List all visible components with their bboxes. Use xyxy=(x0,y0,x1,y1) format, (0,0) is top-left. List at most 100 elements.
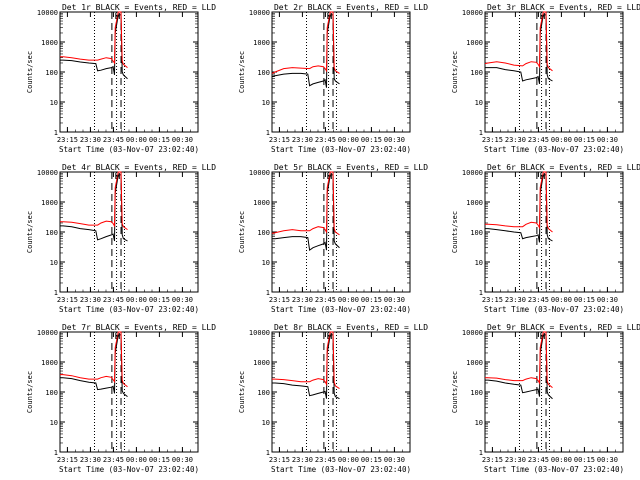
events-series-line xyxy=(60,14,128,80)
x-tick-label: 23:15 xyxy=(482,456,503,464)
y-tick-label: 1000 xyxy=(253,359,270,367)
plot-title: Det 9r BLACK = Events, RED = LLD xyxy=(487,323,640,332)
x-tick-label: 23:45 xyxy=(315,296,336,304)
plot-frame xyxy=(271,331,411,453)
y-tick-label: 10 xyxy=(50,419,58,427)
x-tick-label: 23:30 xyxy=(292,296,313,304)
plot-title: Det 8r BLACK = Events, RED = LLD xyxy=(274,323,428,332)
events-series-line xyxy=(485,174,553,243)
events-series-line xyxy=(60,334,128,397)
x-tick-label: 00:00 xyxy=(551,456,572,464)
y-tick-label: 10000 xyxy=(37,329,58,337)
plot-panel: Det 6r BLACK = Events, RED = LLD 1 10 100 10… xyxy=(451,163,640,314)
y-tick-label: 10000 xyxy=(37,169,58,177)
x-tick-label: 00:00 xyxy=(126,136,147,144)
x-tick-label: 23:45 xyxy=(528,296,549,304)
plot-panel: Det 4r BLACK = Events, RED = LLD 1 10 100 10… xyxy=(26,163,216,314)
x-tick-label: 23:45 xyxy=(103,296,124,304)
plot-title: Det 3r BLACK = Events, RED = LLD xyxy=(487,3,640,12)
y-axis-label: Counts/sec xyxy=(451,371,459,413)
plot-panel: Det 2r BLACK = Events, RED = LLD 1 10 100 10… xyxy=(238,3,428,154)
y-tick-label: 10 xyxy=(50,259,58,267)
x-tick-label: 00:15 xyxy=(574,456,595,464)
y-tick-label: 1000 xyxy=(466,39,483,47)
x-tick-label: 00:15 xyxy=(361,456,382,464)
x-tick-label: 23:15 xyxy=(269,456,290,464)
events-series-line xyxy=(485,334,553,400)
y-tick-label: 100 xyxy=(45,69,58,77)
x-tick-label: 00:15 xyxy=(361,136,382,144)
x-tick-label: 00:30 xyxy=(172,296,193,304)
y-tick-label: 10000 xyxy=(462,169,483,177)
y-tick-label: 1 xyxy=(479,449,483,457)
x-tick-label: 23:15 xyxy=(482,296,503,304)
x-tick-label: 00:30 xyxy=(384,296,405,304)
y-tick-label: 1000 xyxy=(253,39,270,47)
plot-title: Det 1r BLACK = Events, RED = LLD xyxy=(62,3,216,12)
x-tick-label: 23:30 xyxy=(505,136,526,144)
plot-frame xyxy=(59,11,199,133)
x-tick-label: 23:15 xyxy=(57,136,78,144)
y-tick-label: 10 xyxy=(262,419,270,427)
y-axis-label: Counts/sec xyxy=(238,211,246,253)
x-tick-label: 00:15 xyxy=(149,296,170,304)
x-tick-label: 00:00 xyxy=(126,456,147,464)
y-tick-label: 1000 xyxy=(41,359,58,367)
y-tick-label: 10000 xyxy=(249,9,270,17)
y-tick-label: 1 xyxy=(266,449,270,457)
plot-frame xyxy=(484,331,624,453)
plot-panel: Det 9r BLACK = Events, RED = LLD 1 10 100 10… xyxy=(451,323,640,474)
x-tick-label: 23:30 xyxy=(292,456,313,464)
x-axis-label: Start Time (03-Nov-07 23:02:40) xyxy=(59,305,199,314)
x-tick-label: 23:30 xyxy=(80,136,101,144)
y-tick-label: 10000 xyxy=(249,169,270,177)
y-axis-label: Counts/sec xyxy=(26,371,34,413)
lld-series-line xyxy=(60,11,128,68)
y-tick-label: 100 xyxy=(257,229,270,237)
plot-panel: Det 7r BLACK = Events, RED = LLD 1 10 100 10… xyxy=(26,323,216,474)
x-axis-label: Start Time (03-Nov-07 23:02:40) xyxy=(59,465,199,474)
lld-series-line xyxy=(60,331,128,388)
y-tick-label: 10 xyxy=(262,259,270,267)
plot-frame xyxy=(484,11,624,133)
lld-series-line xyxy=(60,171,128,231)
y-tick-label: 100 xyxy=(470,69,483,77)
y-axis-label: Counts/sec xyxy=(451,51,459,93)
x-tick-label: 00:00 xyxy=(551,296,572,304)
x-axis-label: Start Time (03-Nov-07 23:02:40) xyxy=(59,145,199,154)
y-tick-label: 1000 xyxy=(41,39,58,47)
plot-panel: Det 8r BLACK = Events, RED = LLD 1 10 100 10… xyxy=(238,323,428,474)
x-tick-label: 00:00 xyxy=(338,136,359,144)
x-tick-label: 00:15 xyxy=(149,456,170,464)
plot-panel: Det 3r BLACK = Events, RED = LLD 1 10 100 10… xyxy=(451,3,640,154)
x-axis-label: Start Time (03-Nov-07 23:02:40) xyxy=(271,145,411,154)
x-tick-label: 23:15 xyxy=(269,136,290,144)
y-tick-label: 100 xyxy=(470,389,483,397)
x-axis-label: Start Time (03-Nov-07 23:02:40) xyxy=(484,145,624,154)
y-tick-label: 10 xyxy=(475,99,483,107)
x-tick-label: 00:30 xyxy=(597,456,618,464)
x-tick-label: 00:00 xyxy=(551,136,572,144)
x-tick-label: 23:15 xyxy=(57,296,78,304)
y-tick-label: 1 xyxy=(479,289,483,297)
plot-title: Det 5r BLACK = Events, RED = LLD xyxy=(274,163,428,172)
y-tick-label: 10 xyxy=(475,419,483,427)
x-tick-label: 00:30 xyxy=(597,136,618,144)
y-tick-label: 10000 xyxy=(37,9,58,17)
x-axis-label: Start Time (03-Nov-07 23:02:40) xyxy=(271,305,411,314)
x-tick-label: 23:30 xyxy=(505,296,526,304)
y-tick-label: 1000 xyxy=(466,359,483,367)
y-tick-label: 100 xyxy=(257,69,270,77)
x-tick-label: 00:30 xyxy=(172,456,193,464)
plot-panel: Det 5r BLACK = Events, RED = LLD 1 10 100 10… xyxy=(238,163,428,314)
plot-title: Det 2r BLACK = Events, RED = LLD xyxy=(274,3,428,12)
y-tick-label: 10 xyxy=(50,99,58,107)
x-tick-label: 23:45 xyxy=(315,136,336,144)
y-axis-label: Counts/sec xyxy=(26,51,34,93)
x-axis-label: Start Time (03-Nov-07 23:02:40) xyxy=(271,465,411,474)
events-series-line xyxy=(272,334,340,400)
y-tick-label: 100 xyxy=(257,389,270,397)
lld-series-line xyxy=(271,171,340,236)
y-tick-label: 10000 xyxy=(249,329,270,337)
